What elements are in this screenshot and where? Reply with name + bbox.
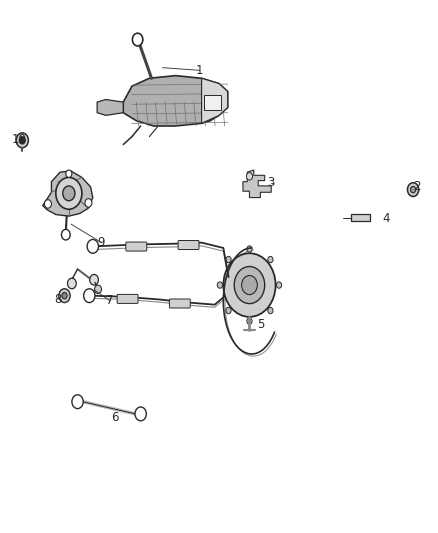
Circle shape [61, 229, 70, 240]
Circle shape [85, 199, 92, 207]
Polygon shape [43, 171, 93, 216]
FancyBboxPatch shape [117, 294, 138, 303]
Polygon shape [201, 78, 228, 123]
Polygon shape [243, 170, 271, 198]
Text: 7: 7 [106, 294, 114, 308]
Circle shape [62, 293, 67, 299]
FancyBboxPatch shape [126, 242, 147, 251]
Circle shape [242, 276, 257, 295]
Circle shape [87, 239, 99, 253]
Text: 8: 8 [54, 293, 62, 306]
FancyBboxPatch shape [204, 95, 221, 110]
FancyBboxPatch shape [351, 214, 370, 221]
Text: 4: 4 [383, 212, 390, 225]
Circle shape [45, 200, 51, 208]
Circle shape [234, 266, 265, 304]
Text: 5: 5 [257, 318, 264, 332]
Circle shape [56, 177, 82, 209]
Circle shape [59, 289, 70, 303]
Circle shape [247, 246, 252, 252]
Text: 6: 6 [111, 411, 118, 424]
Circle shape [247, 173, 253, 180]
Text: 1: 1 [196, 64, 203, 77]
FancyBboxPatch shape [170, 299, 190, 308]
Circle shape [84, 289, 95, 303]
Circle shape [226, 256, 231, 263]
Circle shape [72, 395, 83, 409]
Polygon shape [123, 76, 228, 126]
Circle shape [217, 282, 223, 288]
Circle shape [407, 183, 419, 197]
Circle shape [223, 253, 276, 317]
Text: 3: 3 [268, 176, 275, 189]
Circle shape [268, 308, 273, 314]
Circle shape [276, 282, 282, 288]
Circle shape [90, 274, 99, 285]
Circle shape [247, 318, 252, 324]
Text: 9: 9 [98, 236, 105, 249]
Circle shape [63, 186, 75, 201]
Circle shape [66, 170, 72, 177]
Circle shape [226, 308, 231, 314]
Circle shape [132, 33, 143, 46]
Circle shape [16, 133, 28, 148]
Circle shape [268, 256, 273, 263]
FancyBboxPatch shape [178, 240, 199, 249]
Text: 10: 10 [11, 133, 26, 146]
Circle shape [410, 187, 416, 193]
Polygon shape [97, 100, 123, 115]
Circle shape [135, 407, 146, 421]
Circle shape [95, 285, 102, 294]
Circle shape [67, 278, 76, 289]
Circle shape [19, 136, 25, 144]
Text: 2: 2 [413, 181, 421, 193]
